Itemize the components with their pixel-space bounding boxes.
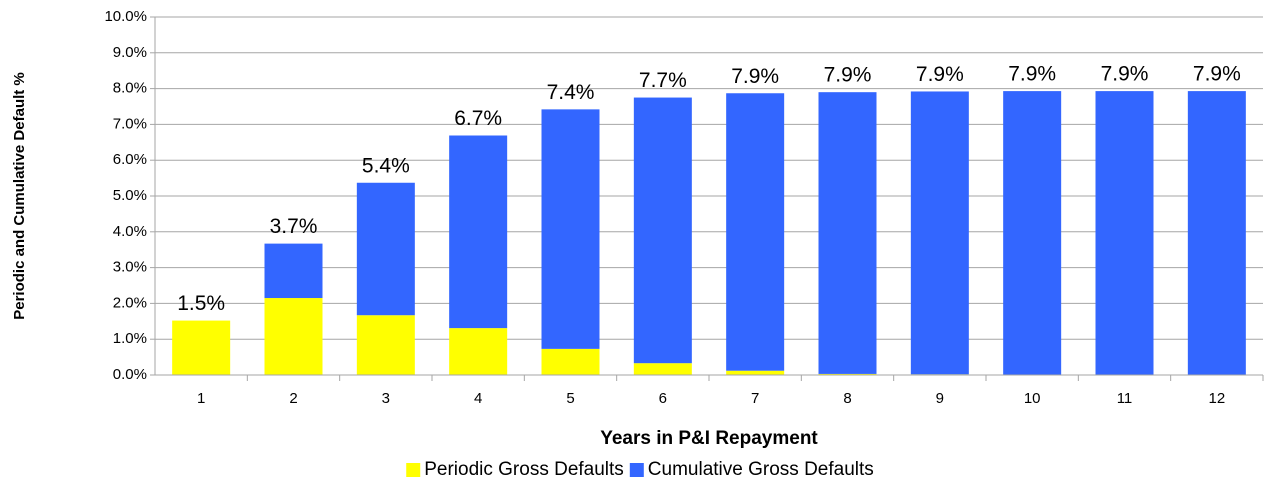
y-tick-label: 10.0% — [104, 8, 147, 25]
legend-swatch — [406, 463, 421, 477]
y-tick-label: 5.0% — [113, 187, 147, 204]
data-label: 5.4% — [362, 154, 410, 177]
y-tick-label: 9.0% — [113, 44, 147, 61]
y-tick-label: 7.0% — [113, 115, 147, 132]
data-label: 6.7% — [454, 107, 502, 130]
bar-segment — [633, 97, 692, 364]
data-label: 3.7% — [270, 215, 318, 238]
x-tick-label: 7 — [751, 390, 759, 407]
y-tick-label: 8.0% — [113, 80, 147, 97]
bar-segment — [1095, 91, 1154, 375]
y-axis-title: Periodic and Cumulative Default % — [11, 72, 28, 320]
bar-segment — [172, 320, 231, 375]
y-tick-label: 0.0% — [113, 366, 147, 383]
data-label: 1.5% — [177, 292, 225, 315]
data-label: 7.9% — [1008, 63, 1056, 86]
x-tick-label: 10 — [1024, 390, 1041, 407]
x-tick-label: 5 — [566, 390, 574, 407]
x-tick-label: 4 — [474, 390, 482, 407]
bar-segment — [1187, 91, 1246, 375]
bar-segment — [541, 348, 600, 375]
bar-segment — [818, 373, 877, 375]
bar-segment — [356, 182, 415, 316]
x-tick-label: 12 — [1208, 390, 1225, 407]
bar-segment — [449, 135, 508, 329]
y-tick-label: 6.0% — [113, 151, 147, 168]
data-label: 7.9% — [1101, 63, 1149, 86]
data-label: 7.9% — [916, 63, 964, 86]
x-tick-label: 11 — [1117, 390, 1133, 407]
y-tick-label: 1.0% — [113, 330, 147, 347]
bar-segment — [264, 243, 323, 299]
data-label: 7.9% — [824, 64, 872, 87]
data-label: 7.9% — [1193, 63, 1241, 86]
x-tick-label: 6 — [659, 390, 667, 407]
data-label: 7.7% — [639, 69, 687, 92]
bar-segment — [633, 363, 692, 375]
y-tick-label: 4.0% — [113, 223, 147, 240]
x-tick-label: 8 — [843, 390, 851, 407]
x-tick-label: 9 — [936, 390, 944, 407]
data-label: 7.4% — [547, 81, 595, 104]
bar-segment — [726, 93, 785, 371]
x-tick-label: 2 — [289, 390, 297, 407]
x-tick-label: 1 — [197, 390, 205, 407]
bar-segment — [1003, 91, 1062, 375]
bar-segment — [541, 109, 600, 349]
data-label: 7.9% — [731, 65, 779, 88]
legend-label: Cumulative Gross Defaults — [648, 459, 874, 480]
x-axis-title: Years in P&I Repayment — [600, 428, 818, 449]
bar-segment — [818, 92, 877, 374]
legend-label: Periodic Gross Defaults — [424, 459, 624, 480]
legend-swatch — [629, 463, 644, 477]
bar-segment — [726, 370, 785, 375]
y-tick-label: 2.0% — [113, 294, 147, 311]
x-tick-label: 3 — [382, 390, 390, 407]
bar-segment — [449, 328, 508, 375]
bar-segment — [356, 315, 415, 375]
bar-segment — [264, 298, 323, 375]
bar-segment — [910, 91, 969, 375]
y-tick-label: 3.0% — [113, 259, 147, 276]
